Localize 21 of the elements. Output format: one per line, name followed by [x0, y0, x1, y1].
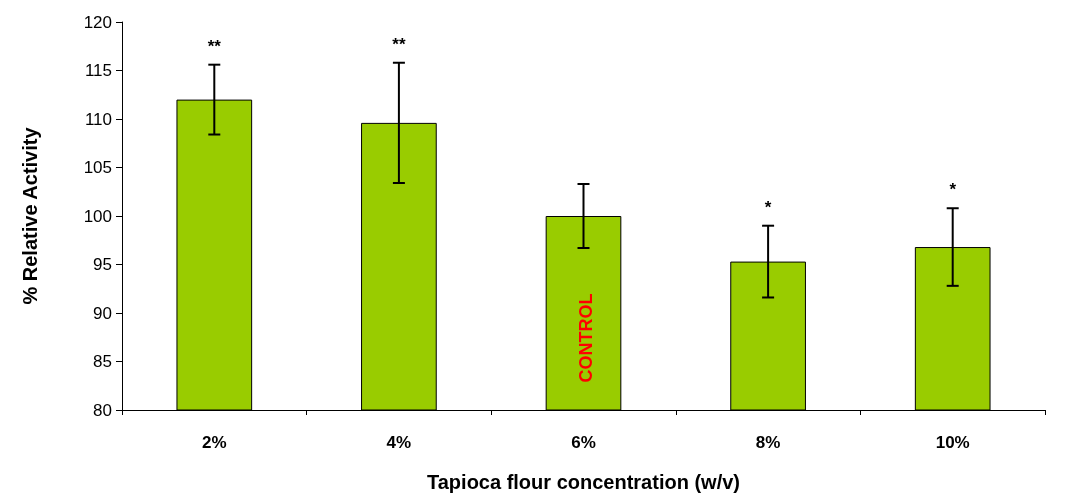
y-tick-label: 95	[93, 255, 112, 274]
annotation: **	[207, 36, 222, 56]
y-axis-title: % Relative Activity	[19, 126, 41, 305]
annotation: **	[392, 34, 406, 54]
x-tick-label: 6%	[571, 433, 596, 452]
annotation: *	[764, 197, 772, 217]
x-tick-label: 10%	[935, 433, 970, 452]
y-tick-label: 105	[83, 158, 112, 177]
annotation: *	[949, 180, 957, 200]
y-tick-label: 110	[84, 109, 112, 129]
y-tick-label: 100	[83, 206, 112, 226]
x-axis-title: Tapioca flour concentration (w/v)	[427, 471, 740, 493]
x-tick-label: 2%	[202, 433, 227, 452]
y-tick-label: 120	[83, 12, 112, 32]
y-tick-label: 85	[93, 352, 112, 371]
y-tick-label: 80	[93, 400, 112, 420]
x-tick-label: 4%	[386, 433, 412, 452]
x-tick-label: 8%	[755, 433, 781, 452]
annotation: CONTROL	[575, 293, 596, 383]
y-tick-label: 90	[93, 303, 112, 323]
y-tick-label: 115	[84, 61, 112, 80]
